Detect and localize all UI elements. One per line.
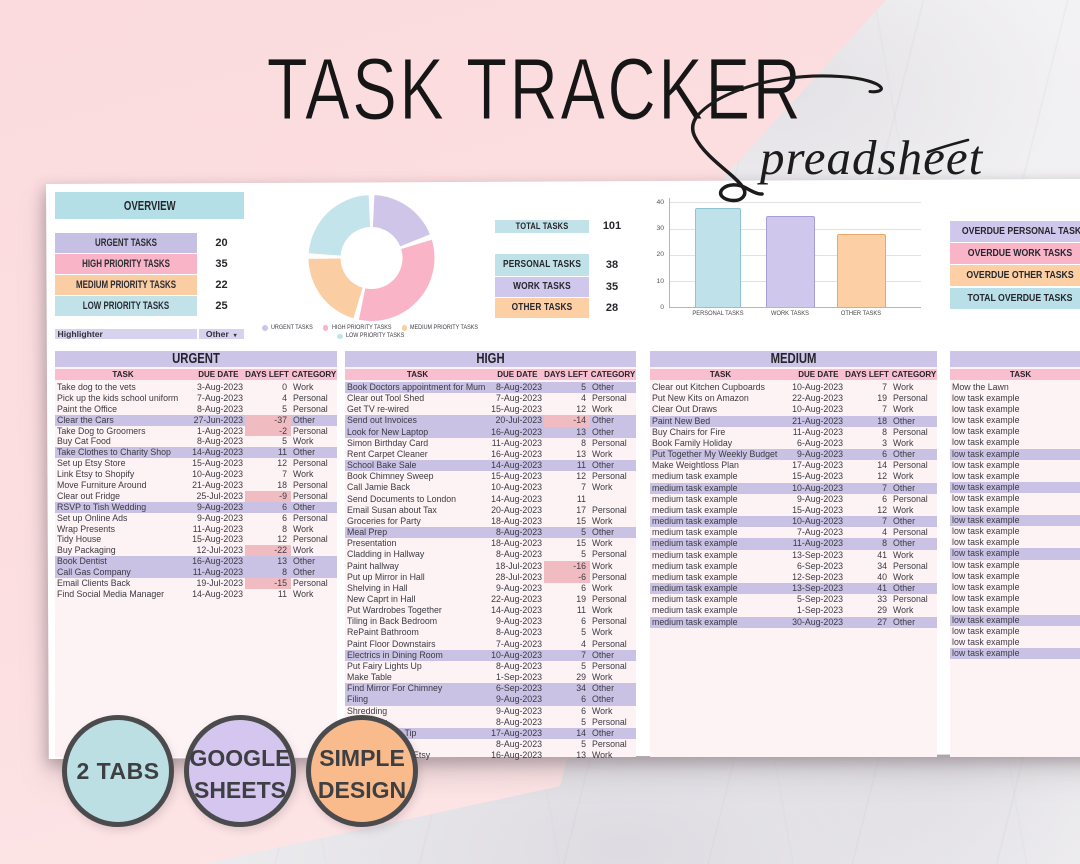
svg-text:preadsheet: preadsheet [757,130,984,185]
